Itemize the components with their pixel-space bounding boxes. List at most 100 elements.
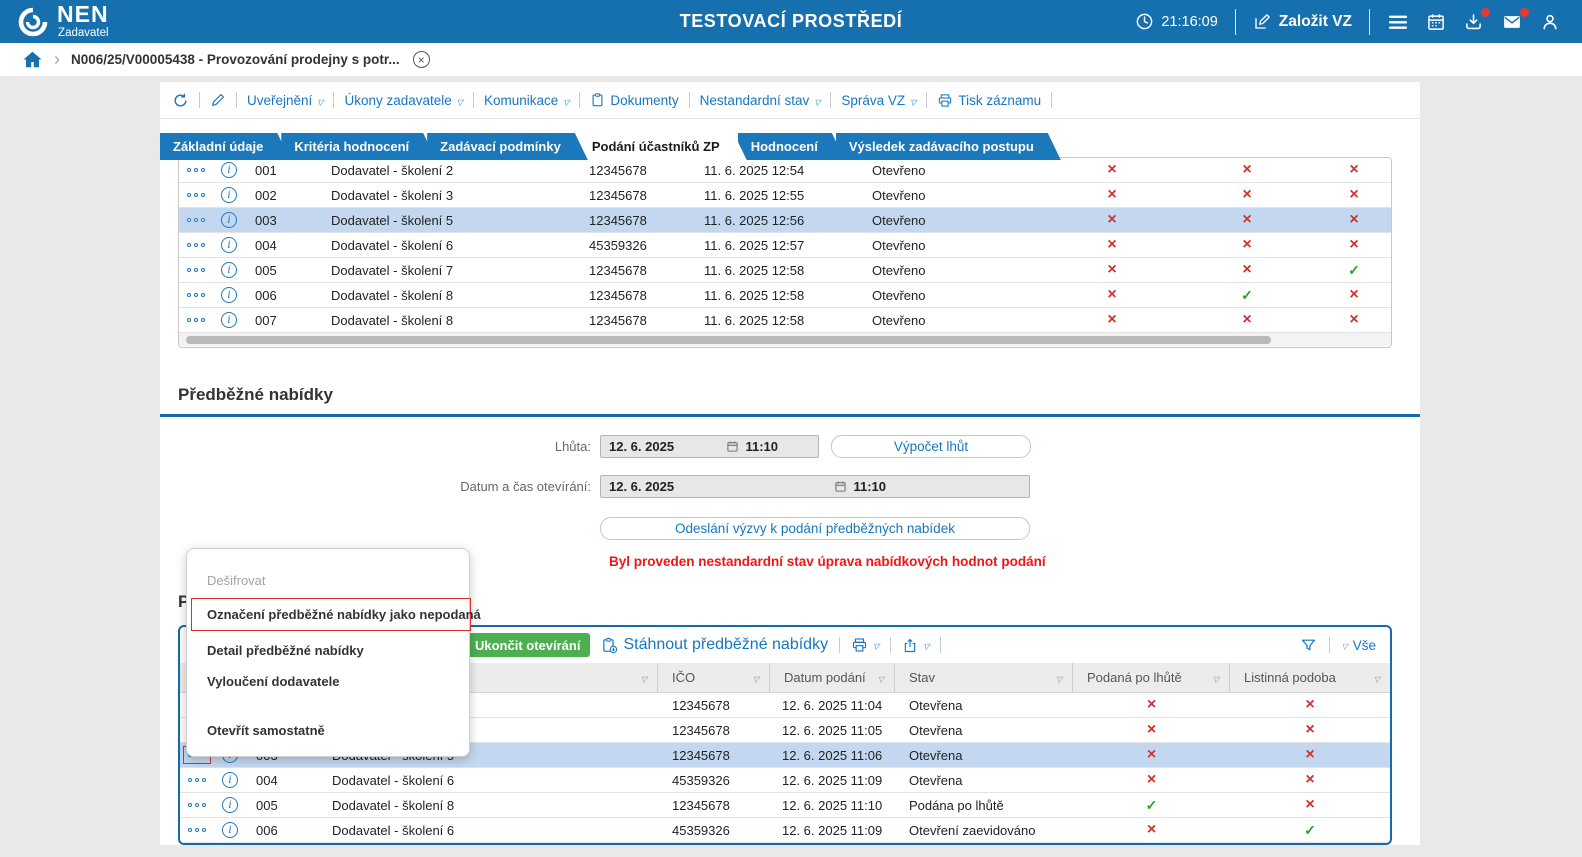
info-icon[interactable] xyxy=(222,772,238,788)
filter-icon[interactable] xyxy=(1300,637,1317,654)
finish-opening-button[interactable]: Ukončit otevírání xyxy=(465,633,591,657)
row-actions-icon[interactable] xyxy=(183,237,209,253)
tab[interactable]: Zadávací podmínky xyxy=(427,133,588,160)
submission-datetime: 11. 6. 2025 12:56 xyxy=(704,212,805,228)
flag-mark: × xyxy=(1107,311,1117,328)
table-row[interactable]: 004 Dodavatel - školení 6 45359326 11. 6… xyxy=(179,233,1391,258)
menu-sprava-vz[interactable]: Správa VZ xyxy=(841,93,916,108)
scrollbar-thumb[interactable] xyxy=(186,335,1271,344)
sort-icon[interactable] xyxy=(753,670,759,685)
context-menu-item[interactable]: Otevřít samostatně xyxy=(187,715,469,746)
menu-tisk-zaznamu[interactable]: Tisk záznamu xyxy=(937,93,1041,108)
download-bids-label: Stáhnout předběžné nabídky xyxy=(623,636,829,653)
compute-deadlines-button[interactable]: Výpočet lhůt xyxy=(831,434,1031,458)
header-podana-po-lhute[interactable]: Podaná po lhůtě xyxy=(1073,663,1230,692)
header-listinna-podoba[interactable]: Listinná podoba xyxy=(1230,663,1390,692)
tab[interactable]: Základní údaje xyxy=(160,133,290,160)
info-icon[interactable] xyxy=(221,212,237,228)
menu-icon[interactable] xyxy=(1387,12,1409,32)
view-all-label: Vše xyxy=(1352,637,1376,653)
menu-dokumenty[interactable]: Dokumenty xyxy=(590,92,679,108)
table-row[interactable]: 007 Dodavatel - školení 8 12345678 11. 6… xyxy=(179,308,1391,333)
tab[interactable]: Podání účastníků ZP xyxy=(579,133,747,160)
opening-input[interactable]: 12. 6. 2025 11:10 xyxy=(600,474,1030,498)
context-menu-item-label: Detail předběžné nabídky xyxy=(207,643,364,658)
context-menu-item[interactable]: Označení předběžné nabídky jako nepodaná xyxy=(191,598,481,631)
tab[interactable]: Kritéria hodnocení xyxy=(281,133,436,160)
tab[interactable]: Výsledek zadávacího postupu xyxy=(836,133,1061,160)
menu-label: Komunikace xyxy=(483,92,559,108)
calendar-icon[interactable] xyxy=(1426,12,1446,32)
menu-nestandardni-stav[interactable]: Nestandardní stav xyxy=(700,93,821,108)
table-row[interactable]: 12345678 12. 6. 2025 11:05 Otevřena × × xyxy=(180,718,1390,743)
supplier-name: Dodavatel - školení 5 xyxy=(331,212,454,228)
table-row[interactable]: 006 Dodavatel - školení 8 12345678 11. 6… xyxy=(179,283,1391,308)
row-actions-icon[interactable] xyxy=(183,312,209,328)
environment-title: TESTOVACÍ PROSTŘEDÍ xyxy=(679,11,903,31)
print-button[interactable] xyxy=(851,636,879,654)
info-icon[interactable] xyxy=(221,162,237,178)
flag-mark: × xyxy=(1242,161,1252,178)
header-label: Listinná podoba xyxy=(1244,670,1336,685)
header-selection[interactable] xyxy=(180,663,658,692)
downloads-icon[interactable] xyxy=(1463,7,1490,32)
row-actions-icon[interactable] xyxy=(183,262,209,278)
menu-uverejneni[interactable]: Uveřejnění xyxy=(247,93,323,108)
row-actions-icon[interactable] xyxy=(183,162,209,178)
send-call-button[interactable]: Odeslání výzvy k podání předběžných nabí… xyxy=(600,516,1030,540)
tab[interactable]: Hodnocení xyxy=(738,133,845,160)
nen-logo[interactable]: NEN Zadavatel xyxy=(18,3,109,40)
clipboard-icon xyxy=(592,93,603,107)
user-icon[interactable] xyxy=(1540,12,1560,32)
info-icon[interactable] xyxy=(222,797,238,813)
view-all-select[interactable]: Vše xyxy=(1342,636,1376,654)
sort-icon[interactable] xyxy=(641,670,647,685)
pencil-icon[interactable] xyxy=(210,92,226,108)
row-actions-icon[interactable] xyxy=(183,287,209,303)
sort-icon[interactable] xyxy=(1213,670,1219,685)
table-row[interactable]: 001 Dodavatel - školení 2 12345678 11. 6… xyxy=(179,158,1391,183)
table-row[interactable]: 005 Dodavatel - školení 7 12345678 11. 6… xyxy=(179,258,1391,283)
notification-badge xyxy=(1481,7,1490,17)
header-stav[interactable]: Stav xyxy=(895,663,1073,692)
info-icon[interactable] xyxy=(222,822,238,838)
sort-icon[interactable] xyxy=(1056,670,1062,685)
table-row[interactable]: 006 Dodavatel - školení 6 45359326 12. 6… xyxy=(180,818,1390,843)
info-icon[interactable] xyxy=(221,287,237,303)
section-rule xyxy=(160,414,1420,417)
refresh-icon[interactable] xyxy=(172,92,189,109)
breadcrumb-item[interactable]: N006/25/V00005438 - Provozování prodejny… xyxy=(71,52,400,67)
close-icon[interactable] xyxy=(412,51,430,68)
create-vz-button[interactable]: Založit VZ xyxy=(1253,13,1352,31)
menu-ukony-zadavatele[interactable]: Úkony zadavatele xyxy=(344,93,462,108)
sort-icon[interactable] xyxy=(878,670,884,685)
header-ico[interactable]: IČO xyxy=(658,663,770,692)
table-row[interactable]: 003 Dodavatel - školení 5 12345678 11. 6… xyxy=(179,208,1391,233)
row-actions-icon[interactable] xyxy=(184,797,210,813)
row-actions-icon[interactable] xyxy=(183,212,209,228)
row-actions-icon[interactable] xyxy=(183,187,209,203)
download-bids-link[interactable]: Stáhnout předběžné nabídky xyxy=(601,636,828,654)
horizontal-scrollbar[interactable] xyxy=(179,333,1391,346)
divider xyxy=(1369,8,1370,35)
info-icon[interactable] xyxy=(221,262,237,278)
table-row[interactable]: 002 Dodavatel - školení 3 12345678 11. 6… xyxy=(179,183,1391,208)
home-icon[interactable] xyxy=(22,50,43,69)
sort-icon[interactable] xyxy=(1374,670,1380,685)
info-icon[interactable] xyxy=(221,312,237,328)
info-icon[interactable] xyxy=(221,237,237,253)
row-actions-icon[interactable] xyxy=(184,822,210,838)
header-datum-podani[interactable]: Datum podání xyxy=(770,663,895,692)
context-menu-item[interactable]: Vyloučení dodavatele xyxy=(187,666,469,697)
info-icon[interactable] xyxy=(221,187,237,203)
mail-icon[interactable] xyxy=(1501,7,1529,32)
context-menu-item[interactable]: Detail předběžné nabídky xyxy=(187,635,469,666)
row-actions-icon[interactable] xyxy=(184,772,210,788)
status-value: Otevřeno xyxy=(872,212,926,228)
export-button[interactable] xyxy=(902,636,929,654)
table-row[interactable]: 005 Dodavatel - školení 8 12345678 12. 6… xyxy=(180,793,1390,818)
deadline-input[interactable]: 12. 6. 2025 11:10 xyxy=(600,434,819,458)
context-menu-item[interactable]: Dešifrovat xyxy=(187,565,469,596)
table-row[interactable]: 004 Dodavatel - školení 6 45359326 12. 6… xyxy=(180,768,1390,793)
menu-komunikace[interactable]: Komunikace xyxy=(484,93,569,108)
